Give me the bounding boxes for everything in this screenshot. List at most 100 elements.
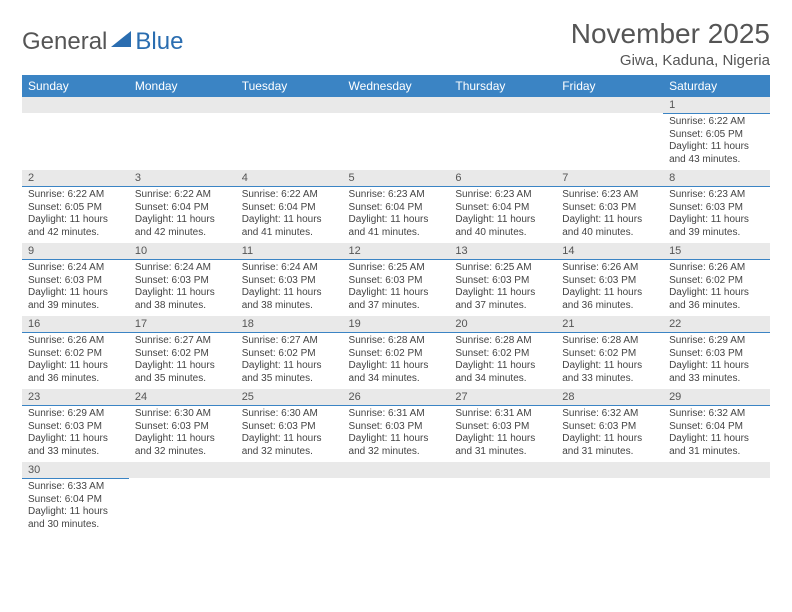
- sunrise-text: Sunrise: 6:28 AM: [455, 335, 550, 348]
- calendar-cell: 15Sunrise: 6:26 AMSunset: 6:02 PMDayligh…: [663, 243, 770, 316]
- sunrise-text: Sunrise: 6:22 AM: [242, 189, 337, 202]
- daylight-text: Daylight: 11 hours and 31 minutes.: [669, 433, 764, 458]
- day-body: Sunrise: 6:32 AMSunset: 6:03 PMDaylight:…: [556, 406, 663, 462]
- daylight-text: Daylight: 11 hours and 43 minutes.: [669, 141, 764, 166]
- weekday-header: Thursday: [449, 75, 556, 97]
- day-number: 17: [129, 316, 236, 333]
- day-number: 11: [236, 243, 343, 260]
- day-number: [129, 462, 236, 478]
- sunset-text: Sunset: 6:03 PM: [135, 275, 230, 288]
- daylight-text: Daylight: 11 hours and 38 minutes.: [135, 287, 230, 312]
- header: General Blue November 2025 Giwa, Kaduna,…: [22, 18, 770, 69]
- day-body: [449, 478, 556, 484]
- day-number: 15: [663, 243, 770, 260]
- logo-sail-icon: [111, 28, 133, 56]
- day-number: 29: [663, 389, 770, 406]
- sunset-text: Sunset: 6:02 PM: [28, 348, 123, 361]
- sunrise-text: Sunrise: 6:26 AM: [562, 262, 657, 275]
- sunset-text: Sunset: 6:02 PM: [669, 275, 764, 288]
- calendar-cell: [22, 97, 129, 170]
- daylight-text: Daylight: 11 hours and 30 minutes.: [28, 506, 123, 531]
- calendar-cell: [343, 462, 450, 535]
- title-block: November 2025 Giwa, Kaduna, Nigeria: [571, 18, 770, 69]
- day-body: [556, 478, 663, 484]
- daylight-text: Daylight: 11 hours and 32 minutes.: [349, 433, 444, 458]
- daylight-text: Daylight: 11 hours and 40 minutes.: [455, 214, 550, 239]
- day-body: Sunrise: 6:28 AMSunset: 6:02 PMDaylight:…: [556, 333, 663, 389]
- calendar-cell: [449, 462, 556, 535]
- sunrise-text: Sunrise: 6:22 AM: [28, 189, 123, 202]
- day-body: Sunrise: 6:23 AMSunset: 6:04 PMDaylight:…: [449, 187, 556, 243]
- day-number: 22: [663, 316, 770, 333]
- day-body: Sunrise: 6:23 AMSunset: 6:04 PMDaylight:…: [343, 187, 450, 243]
- weekday-header: Sunday: [22, 75, 129, 97]
- calendar-cell: 6Sunrise: 6:23 AMSunset: 6:04 PMDaylight…: [449, 170, 556, 243]
- calendar-cell: [129, 97, 236, 170]
- day-number: [236, 97, 343, 113]
- day-body: Sunrise: 6:28 AMSunset: 6:02 PMDaylight:…: [449, 333, 556, 389]
- day-body: Sunrise: 6:32 AMSunset: 6:04 PMDaylight:…: [663, 406, 770, 462]
- calendar-cell: [236, 97, 343, 170]
- daylight-text: Daylight: 11 hours and 36 minutes.: [562, 287, 657, 312]
- day-number: 25: [236, 389, 343, 406]
- sunset-text: Sunset: 6:03 PM: [669, 348, 764, 361]
- sunrise-text: Sunrise: 6:23 AM: [349, 189, 444, 202]
- daylight-text: Daylight: 11 hours and 39 minutes.: [28, 287, 123, 312]
- sunrise-text: Sunrise: 6:22 AM: [135, 189, 230, 202]
- day-number: 27: [449, 389, 556, 406]
- calendar-row: 1Sunrise: 6:22 AMSunset: 6:05 PMDaylight…: [22, 97, 770, 170]
- logo-blue: Blue: [135, 28, 183, 56]
- calendar-cell: 17Sunrise: 6:27 AMSunset: 6:02 PMDayligh…: [129, 316, 236, 389]
- calendar-cell: 21Sunrise: 6:28 AMSunset: 6:02 PMDayligh…: [556, 316, 663, 389]
- day-number: 2: [22, 170, 129, 187]
- weekday-row: Sunday Monday Tuesday Wednesday Thursday…: [22, 75, 770, 97]
- daylight-text: Daylight: 11 hours and 35 minutes.: [135, 360, 230, 385]
- daylight-text: Daylight: 11 hours and 41 minutes.: [349, 214, 444, 239]
- calendar-row: 2Sunrise: 6:22 AMSunset: 6:05 PMDaylight…: [22, 170, 770, 243]
- day-body: Sunrise: 6:33 AMSunset: 6:04 PMDaylight:…: [22, 479, 129, 535]
- day-number: 4: [236, 170, 343, 187]
- daylight-text: Daylight: 11 hours and 42 minutes.: [28, 214, 123, 239]
- calendar-cell: 29Sunrise: 6:32 AMSunset: 6:04 PMDayligh…: [663, 389, 770, 462]
- calendar-cell: 13Sunrise: 6:25 AMSunset: 6:03 PMDayligh…: [449, 243, 556, 316]
- sunset-text: Sunset: 6:03 PM: [562, 421, 657, 434]
- day-number: 21: [556, 316, 663, 333]
- daylight-text: Daylight: 11 hours and 35 minutes.: [242, 360, 337, 385]
- day-body: [343, 478, 450, 484]
- calendar-cell: 12Sunrise: 6:25 AMSunset: 6:03 PMDayligh…: [343, 243, 450, 316]
- day-body: Sunrise: 6:24 AMSunset: 6:03 PMDaylight:…: [129, 260, 236, 316]
- day-body: Sunrise: 6:22 AMSunset: 6:05 PMDaylight:…: [22, 187, 129, 243]
- sunrise-text: Sunrise: 6:25 AM: [455, 262, 550, 275]
- day-body: [556, 113, 663, 119]
- calendar-cell: 23Sunrise: 6:29 AMSunset: 6:03 PMDayligh…: [22, 389, 129, 462]
- daylight-text: Daylight: 11 hours and 31 minutes.: [455, 433, 550, 458]
- day-number: 12: [343, 243, 450, 260]
- day-number: 8: [663, 170, 770, 187]
- sunrise-text: Sunrise: 6:24 AM: [242, 262, 337, 275]
- sunrise-text: Sunrise: 6:32 AM: [669, 408, 764, 421]
- day-body: [22, 113, 129, 119]
- sunset-text: Sunset: 6:04 PM: [669, 421, 764, 434]
- daylight-text: Daylight: 11 hours and 37 minutes.: [455, 287, 550, 312]
- day-body: [129, 478, 236, 484]
- daylight-text: Daylight: 11 hours and 36 minutes.: [669, 287, 764, 312]
- sunrise-text: Sunrise: 6:33 AM: [28, 481, 123, 494]
- day-body: Sunrise: 6:24 AMSunset: 6:03 PMDaylight:…: [236, 260, 343, 316]
- calendar-cell: 3Sunrise: 6:22 AMSunset: 6:04 PMDaylight…: [129, 170, 236, 243]
- calendar-cell: 5Sunrise: 6:23 AMSunset: 6:04 PMDaylight…: [343, 170, 450, 243]
- day-number: 10: [129, 243, 236, 260]
- day-body: Sunrise: 6:22 AMSunset: 6:04 PMDaylight:…: [236, 187, 343, 243]
- sunrise-text: Sunrise: 6:31 AM: [349, 408, 444, 421]
- sunset-text: Sunset: 6:04 PM: [349, 202, 444, 215]
- calendar-cell: 19Sunrise: 6:28 AMSunset: 6:02 PMDayligh…: [343, 316, 450, 389]
- sunset-text: Sunset: 6:03 PM: [669, 202, 764, 215]
- day-number: [556, 462, 663, 478]
- calendar-cell: 4Sunrise: 6:22 AMSunset: 6:04 PMDaylight…: [236, 170, 343, 243]
- weekday-header: Tuesday: [236, 75, 343, 97]
- day-number: 26: [343, 389, 450, 406]
- sunrise-text: Sunrise: 6:31 AM: [455, 408, 550, 421]
- sunset-text: Sunset: 6:02 PM: [455, 348, 550, 361]
- day-number: 14: [556, 243, 663, 260]
- sunrise-text: Sunrise: 6:29 AM: [28, 408, 123, 421]
- day-number: 16: [22, 316, 129, 333]
